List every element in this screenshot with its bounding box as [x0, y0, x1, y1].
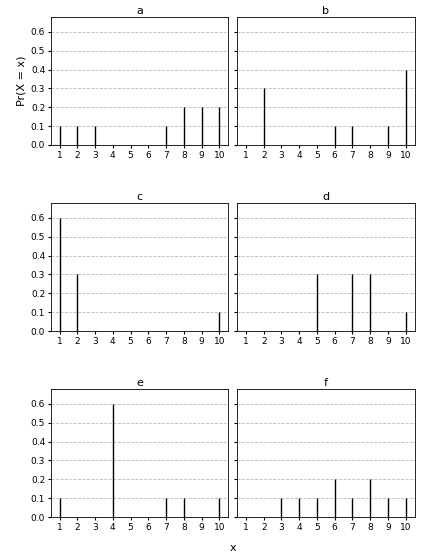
Title: b: b — [322, 6, 330, 16]
Text: x: x — [229, 543, 236, 553]
Title: c: c — [137, 192, 143, 202]
Title: f: f — [324, 378, 328, 388]
Title: a: a — [136, 6, 143, 16]
Y-axis label: Pr(X = x): Pr(X = x) — [16, 56, 27, 106]
Title: e: e — [136, 378, 143, 388]
Title: d: d — [322, 192, 330, 202]
